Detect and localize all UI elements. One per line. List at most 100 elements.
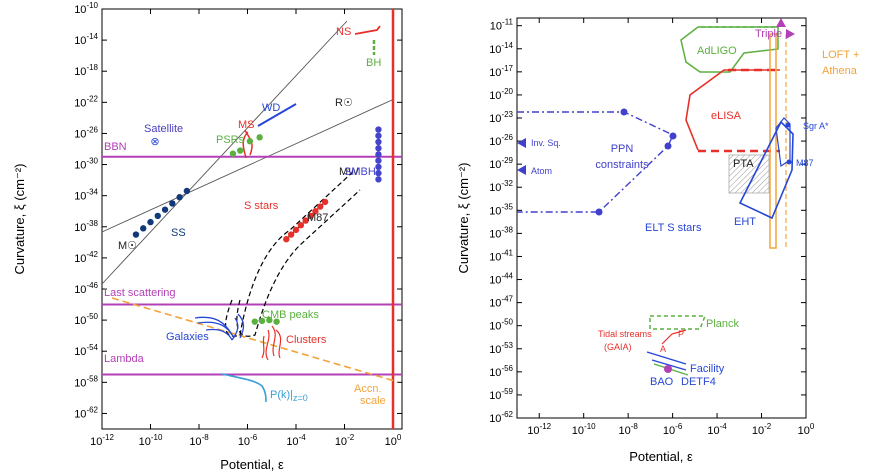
left-x-tick-label: 10-6 [238, 433, 258, 448]
label-ppn: PPN [611, 143, 634, 155]
satellite-symbol: ⊗ [150, 136, 159, 148]
left-axis-ticks: 10-12 10-10 10-8 10-6 10-4 10-2 100 10-10 10-14 1… [74, 1, 402, 448]
label-satellite: Satellite [144, 123, 183, 135]
left-x-tick-label: 10-10 [139, 433, 163, 448]
label-m87: M87 [307, 212, 328, 224]
left-y-tick-label: 10-18 [74, 63, 98, 78]
triple-marker [776, 18, 786, 27]
left-x-tick-label: 10-12 [90, 433, 114, 448]
left-y-tick-label: 10-22 [74, 94, 98, 109]
left-y-tick-label: 10-26 [74, 125, 98, 140]
label-sgra: Sgr A* [803, 121, 829, 131]
s-stars-point [321, 198, 329, 206]
ns-segment [354, 25, 381, 35]
loft-athena-band [769, 33, 777, 249]
cmb-peaks-point [258, 317, 266, 325]
right-y-tick-label: 10-26 [489, 133, 513, 148]
s-stars-point [287, 231, 295, 238]
wd-segment [257, 103, 297, 127]
smbh-point [375, 151, 382, 158]
label-elisa: eLISA [711, 110, 742, 122]
label-last-scattering: Last scattering [104, 287, 176, 299]
label-wd: WD [262, 102, 280, 114]
label-ns: NS [336, 26, 351, 38]
right-y-tick-label: 10-47 [489, 295, 513, 310]
label-smbh: SMBH [344, 166, 376, 178]
cmb-peaks-point [273, 318, 280, 325]
left-chart-panel: 10-12 10-10 10-8 10-6 10-4 10-2 100 10-10 10-14 1… [12, 1, 403, 472]
ppn-boundary [517, 111, 674, 213]
label-pk: P(k)|z=0 [270, 389, 308, 403]
label-adligo: AdLIGO [697, 45, 737, 57]
label-a: A [660, 344, 666, 354]
left-y-tick-label: 10-10 [74, 1, 98, 16]
smbh-point [375, 145, 382, 152]
label-msun: M☉ [118, 240, 137, 252]
label-gaia: (GAIA) [604, 342, 632, 352]
s-stars-point [312, 208, 319, 215]
smbh-point [375, 163, 382, 171]
eht-region [738, 120, 794, 220]
left-x-tick-label: 10-8 [189, 433, 209, 448]
label-planck: Planck [706, 318, 740, 330]
smbh-point [375, 132, 382, 139]
sgra-region [775, 117, 791, 168]
cmb-peaks-point [266, 316, 273, 324]
s-stars-point [283, 236, 290, 243]
psrs-point [246, 138, 254, 145]
right-y-tick-label: 10-23 [489, 110, 513, 125]
label-rsun: R☉ [335, 97, 353, 109]
label-pta: PTA [733, 158, 754, 170]
label-psrs: PSRs [216, 134, 245, 146]
sgra-point [785, 122, 791, 128]
right-y-axis-label: Curvature, ξ (cm⁻²) [456, 163, 471, 274]
right-chart-panel: 10-12 10-10 10-8 10-6 10-4 10-2 100 10-11 10-14 1… [456, 17, 859, 464]
right-y-tick-label: 10-53 [489, 341, 513, 356]
left-y-tick-label: 10-62 [74, 405, 98, 420]
ss-point [176, 194, 183, 201]
label-lambda: Lambda [104, 353, 145, 365]
right-x-axis-label: Potential, ε [629, 449, 693, 464]
label-athena: Athena [822, 65, 858, 77]
left-y-tick-label: 10-46 [74, 281, 98, 296]
ppn-point-1 [620, 108, 628, 116]
cmb-peaks-point [251, 318, 258, 325]
left-y-axis-label: Curvature, ξ (cm⁻²) [12, 164, 27, 275]
right-y-tick-label: 10-35 [489, 202, 513, 217]
left-x-tick-label: 100 [385, 433, 402, 448]
left-y-tick-label: 10-54 [74, 343, 98, 358]
right-y-tick-label: 10-14 [489, 41, 513, 56]
right-y-tick-label: 10-17 [489, 64, 513, 79]
label-cmb-peaks: CMB peaks [262, 309, 319, 321]
label-bh: BH [366, 57, 381, 69]
right-y-tick-label: 10-41 [489, 248, 513, 263]
s-stars-point [317, 203, 324, 210]
ppn-point-2 [669, 132, 677, 140]
label-sstars: S stars [244, 200, 279, 212]
right-y-tick-label: 10-59 [489, 387, 513, 402]
right-y-tick-label: 10-44 [489, 272, 513, 287]
left-x-axis-label: Potential, ε [220, 457, 284, 472]
right-plot-frame [516, 17, 807, 419]
left-rsun-scaling-line [101, 99, 393, 233]
bao-marker [664, 365, 672, 373]
label-accn: Accn. [354, 383, 382, 395]
left-x-tick-label: 10-2 [335, 433, 355, 448]
clusters-curves [261, 325, 282, 361]
left-y-tick-label: 10-34 [74, 188, 98, 203]
psrs-point [256, 134, 263, 141]
s-stars-point [297, 222, 305, 229]
planck-region [649, 315, 707, 330]
label-tidal: Tidal streams [598, 329, 652, 339]
psrs-point [237, 147, 244, 154]
left-y-tick-label: 10-14 [74, 32, 98, 47]
label-facility: Facility [690, 363, 725, 375]
ppn-point-3 [664, 142, 672, 150]
right-x-tick-label: 10-2 [752, 422, 772, 437]
accn-scale-line [111, 297, 399, 383]
right-x-tick-label: 10-4 [707, 422, 727, 437]
pk-curve [221, 373, 267, 403]
label-ms: MS [238, 119, 255, 131]
label-m87-right: M87 [796, 158, 814, 168]
label-eht: EHT [734, 216, 756, 228]
